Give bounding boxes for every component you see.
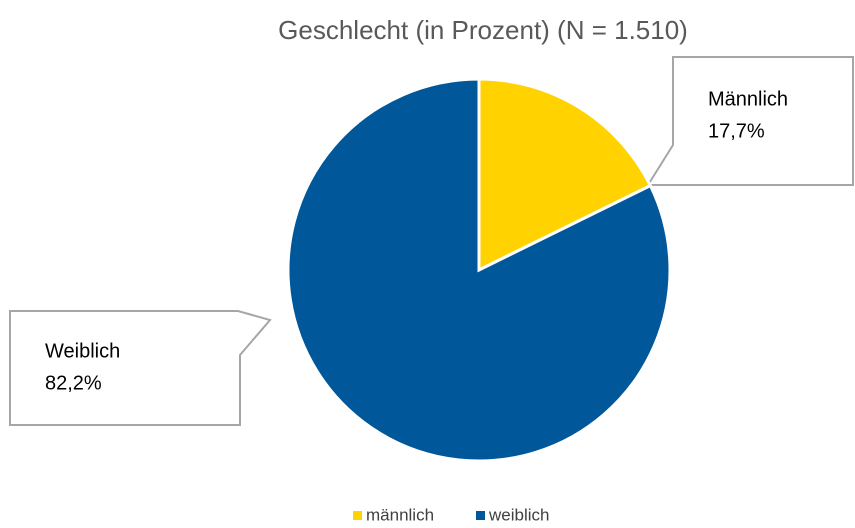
pie-slice — [286, 77, 672, 463]
chart-title: Geschlecht (in Prozent) (N = 1.510) — [278, 15, 688, 45]
legend-swatch — [476, 511, 485, 520]
legend-swatch — [353, 511, 362, 520]
pie-slice — [477, 77, 653, 273]
callout-box — [9, 310, 272, 426]
legend-label: männlich — [366, 505, 434, 524]
legend-label: weiblich — [488, 505, 549, 524]
data-label: 82,2% — [45, 372, 102, 394]
data-label-name: Weiblich — [45, 340, 120, 362]
callout-box — [646, 56, 854, 186]
data-label-name: Männlich — [708, 88, 788, 110]
data-label: 17,7% — [708, 120, 765, 142]
